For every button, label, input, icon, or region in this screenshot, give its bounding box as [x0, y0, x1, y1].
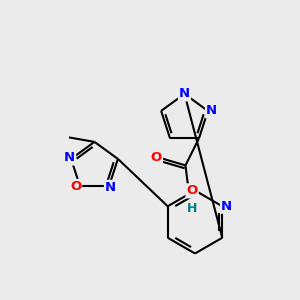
Text: N: N — [105, 181, 116, 194]
Text: N: N — [64, 152, 75, 164]
Text: O: O — [70, 180, 81, 193]
Text: O: O — [186, 184, 198, 197]
Text: N: N — [179, 87, 190, 101]
Text: N: N — [206, 104, 217, 117]
Text: N: N — [221, 200, 232, 213]
Text: O: O — [151, 152, 162, 164]
Text: H: H — [187, 202, 197, 215]
